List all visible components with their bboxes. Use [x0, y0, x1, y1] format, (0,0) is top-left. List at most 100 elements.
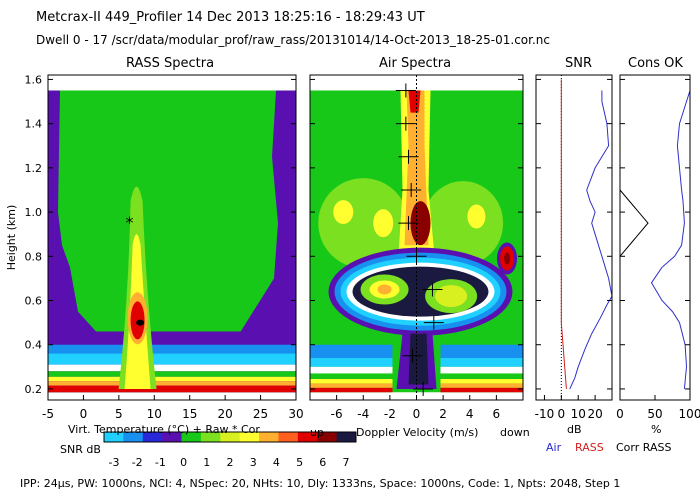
x-tick-label: 0	[558, 407, 566, 421]
colorbar-frame	[103, 431, 357, 443]
air-xlabel: Doppler Velocity (m/s)	[356, 426, 479, 439]
air-column-dred	[410, 201, 431, 246]
colorbar-swatch	[123, 432, 144, 442]
x-tick-label: -2	[384, 407, 396, 421]
snr-title: SNR	[565, 56, 593, 71]
x-tick-label: 20	[587, 407, 602, 421]
header-path: Dwell 0 - 17 /scr/data/modular_prof/raw_…	[36, 33, 550, 47]
x-tick-label: 30	[288, 407, 303, 421]
air-band-left	[310, 366, 393, 374]
colorbar-swatch	[259, 432, 279, 442]
x-tick-label: 0	[413, 407, 421, 421]
colorbar-swatch	[297, 432, 318, 442]
colorbar-label: SNR dB	[60, 443, 101, 456]
rass-band-white	[48, 364, 296, 372]
y-tick-label: 0.8	[25, 250, 43, 263]
panel-frame-0	[47, 74, 297, 401]
colorbar-tick-label: -3	[109, 456, 120, 469]
x-tick-label: 0	[80, 407, 88, 421]
cons-xlabel: %	[651, 423, 662, 436]
colorbar-tick-label: 5	[296, 456, 303, 469]
legend-corr-rass: Corr RASS	[616, 441, 672, 454]
rass-band-cyan	[48, 353, 296, 365]
air-band-right	[440, 383, 523, 388]
air-column-red	[408, 90, 421, 113]
rass-xlabel: Virt. Temperature (°C) + Raw * Cor	[68, 423, 260, 436]
air-band-right	[440, 387, 523, 393]
air-spot-dred	[504, 252, 511, 265]
air-blob-yellow-3	[467, 204, 486, 229]
x-tick-label: 6	[493, 407, 501, 421]
rass-marker-dot	[136, 319, 145, 326]
x-tick-label: 10	[571, 407, 586, 421]
air-blob-yellow-1	[333, 200, 354, 225]
air-band-left	[310, 378, 393, 384]
rass-heatmap	[48, 90, 296, 393]
air-heatmap	[310, 75, 523, 400]
cons-title: Cons OK	[628, 56, 683, 71]
y-tick-label: 1.6	[25, 73, 43, 86]
rass-purple-left	[48, 90, 98, 334]
colorbar-tick-label: 6	[319, 456, 326, 469]
air-band-right	[440, 366, 523, 374]
x-tick-label: -5	[42, 407, 54, 421]
air-band-right	[440, 344, 523, 358]
rass-band-lblue	[48, 344, 296, 356]
x-tick-label: -4	[357, 407, 369, 421]
x-tick-label: -10	[535, 407, 555, 421]
rass-band-red	[48, 385, 296, 393]
air-lobe-left-orange	[377, 284, 392, 295]
rass-purple-right	[239, 90, 296, 334]
air-band-left	[310, 344, 393, 358]
y-tick-label: 0.2	[25, 383, 43, 396]
colorbar-swatch	[220, 432, 241, 442]
x-tick-label: -6	[331, 407, 343, 421]
rass-title: RASS Spectra	[126, 56, 215, 71]
cons-series-air	[650, 90, 691, 389]
colorbar-tick-label: 0	[180, 456, 187, 469]
air-band-right	[440, 357, 523, 367]
colorbar-swatch	[336, 432, 357, 442]
x-tick-label: 2	[439, 407, 447, 421]
snr-xlabel: dB	[567, 423, 582, 436]
colorbar-swatch	[278, 432, 299, 442]
legend-air: Air	[546, 441, 562, 454]
air-lobe-right-ygreen	[435, 285, 468, 308]
colorbar-tick-label: 2	[227, 456, 234, 469]
colorbar-tick-label: -1	[155, 456, 166, 469]
colorbar-tick-label: -2	[132, 456, 143, 469]
y-axis-label: Height (km)	[5, 205, 18, 271]
colorbar-tick-label: 3	[250, 456, 257, 469]
air-blob-lgreen-right	[423, 181, 504, 266]
y-tick-label: 1.0	[25, 206, 43, 219]
snr-series-rass	[560, 79, 567, 389]
air-band-left	[310, 357, 393, 367]
colorbar-tick-label: 4	[273, 456, 280, 469]
colorbar-swatch	[239, 432, 260, 442]
x-tick-label: 50	[647, 407, 662, 421]
rass-band-yellow	[48, 376, 296, 382]
colorbar-swatch	[162, 432, 183, 442]
header-title: Metcrax-II 449_Profiler 14 Dec 2013 18:2…	[36, 10, 425, 25]
x-tick-label: 0	[616, 407, 624, 421]
y-tick-label: 1.4	[25, 118, 43, 131]
air-band-left	[310, 373, 393, 379]
colorbar-swatch	[317, 432, 338, 442]
x-tick-label: 20	[218, 407, 233, 421]
colorbar-swatch	[104, 432, 124, 442]
footer-params: IPP: 24μs, PW: 1000ns, NCI: 4, NSpec: 20…	[20, 477, 621, 490]
rass-band-green	[48, 371, 296, 377]
panel-frame-2	[535, 74, 613, 401]
y-tick-label: 1.2	[25, 162, 43, 175]
y-tick-label: 0.4	[25, 339, 43, 352]
air-band-left	[310, 383, 393, 388]
x-tick-label: 5	[115, 407, 123, 421]
x-tick-label: 4	[466, 407, 474, 421]
air-blob-yellow-2	[373, 209, 394, 238]
air-band-left	[310, 387, 393, 393]
air-band-right	[440, 378, 523, 384]
cons-series-corr-rass	[619, 189, 649, 257]
rass-marker-star: *	[125, 213, 133, 232]
colorbar-swatch	[200, 432, 221, 442]
